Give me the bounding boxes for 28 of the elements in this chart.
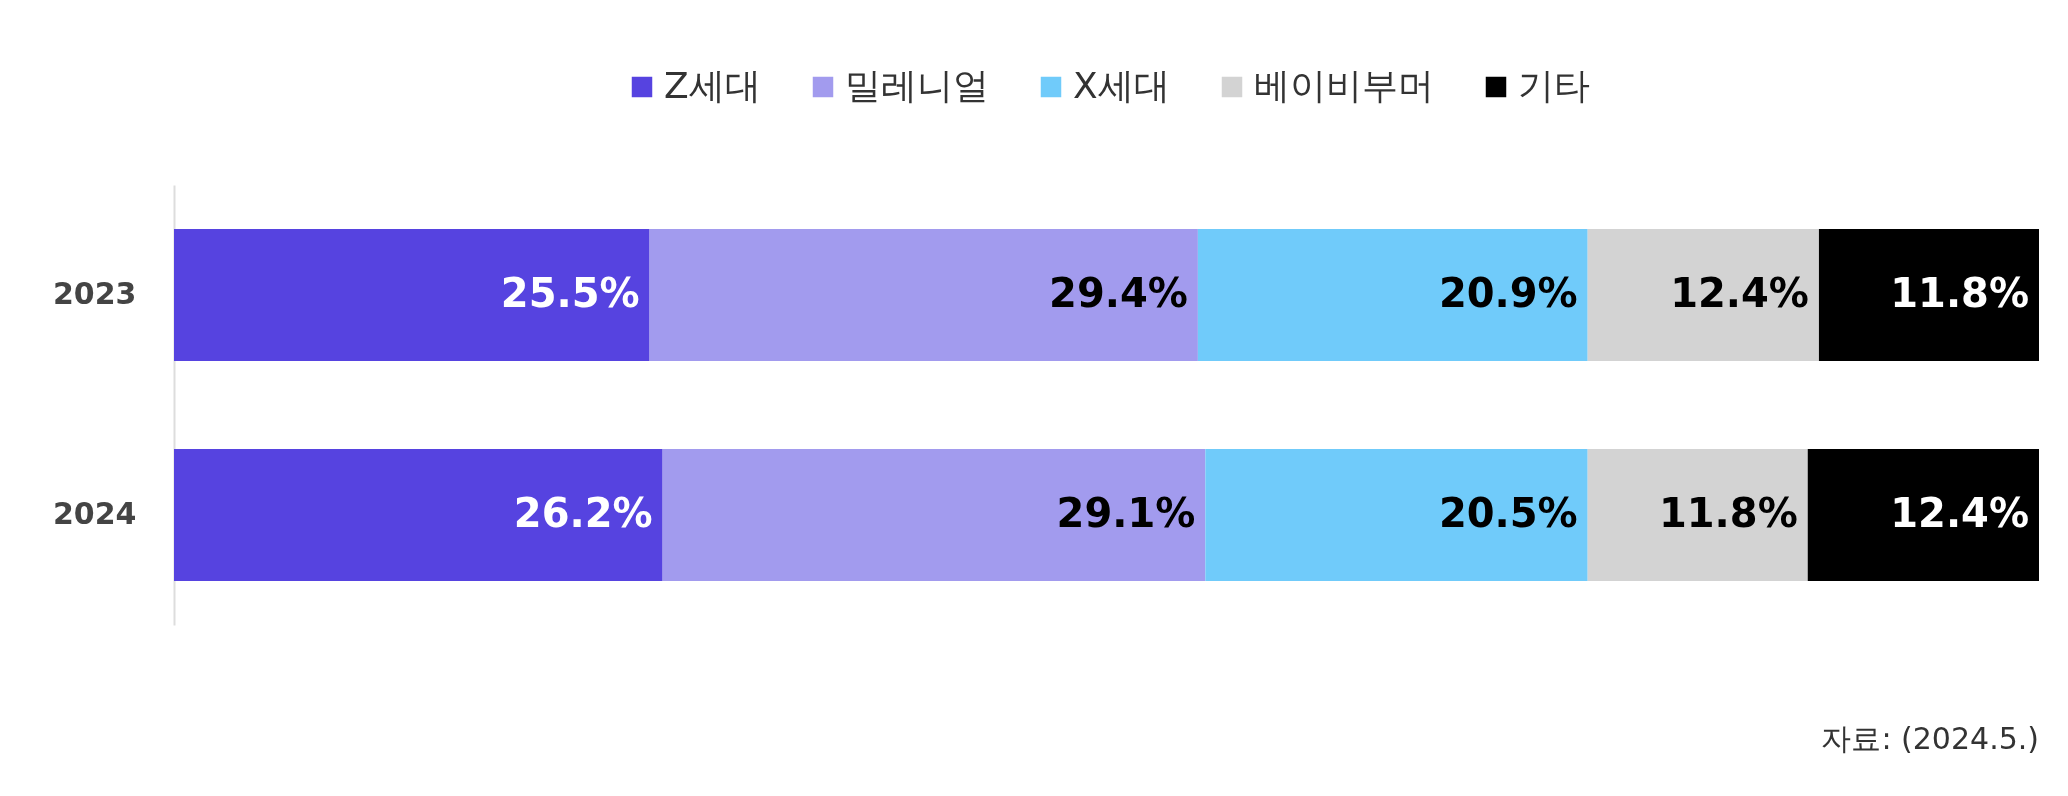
data-label: 29.1% [1056, 490, 1196, 536]
legend-label: X세대 [1073, 65, 1170, 106]
bar [174, 449, 663, 581]
data-label: 26.2% [513, 490, 653, 536]
bar [649, 229, 1198, 361]
data-label: 12.4% [1670, 270, 1809, 316]
data-label: 25.5% [500, 270, 640, 316]
y-tick-label: 2024 [53, 496, 137, 531]
y-tick-label: 2023 [53, 276, 137, 311]
bar [174, 229, 650, 361]
bar [1807, 449, 2039, 581]
bar [662, 449, 1206, 581]
legend-label: 기타 [1518, 65, 1590, 106]
data-label: 20.9% [1438, 270, 1578, 316]
text: 자료: (2024.5.) [1821, 721, 2039, 756]
data-label: 11.8% [1890, 270, 2029, 316]
bar [1587, 229, 1819, 361]
data-label: 20.5% [1438, 490, 1578, 536]
data-label: 11.8% [1658, 490, 1798, 536]
bar [1587, 449, 1808, 581]
bar [1818, 229, 2039, 361]
bar [1197, 229, 1588, 361]
bar [1205, 449, 1588, 581]
legend-label: 베이비부머 [1254, 65, 1434, 106]
data-label: 12.4% [1890, 490, 2029, 536]
legend-label: Z세대 [664, 65, 761, 106]
legend-label: 밀레니얼 [845, 65, 989, 106]
data-label: 29.4% [1049, 270, 1188, 316]
